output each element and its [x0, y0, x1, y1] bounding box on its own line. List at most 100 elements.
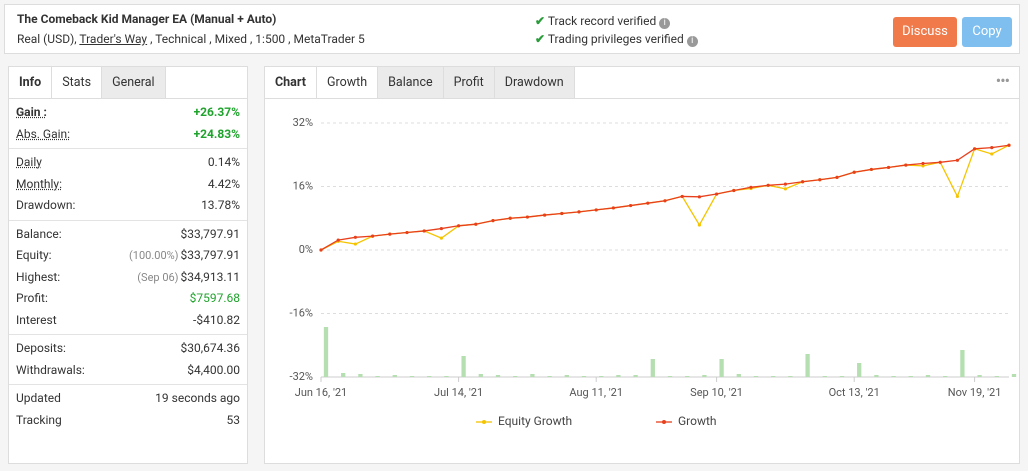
volume-bar — [564, 375, 569, 377]
stat-label: Highest: — [16, 269, 61, 284]
volume-bar — [719, 359, 724, 377]
stat-value-wrap: $33,797.91 — [181, 224, 240, 246]
stat-label: Profit: — [16, 291, 48, 305]
tab[interactable]: Stats — [52, 67, 103, 98]
tab[interactable]: Drawdown — [494, 67, 575, 98]
series-point — [353, 242, 357, 246]
stat-value: +26.37% — [193, 105, 240, 119]
x-tick-label: Aug 11, '21 — [569, 386, 623, 399]
stats-row: Monthly: 4.42% — [9, 174, 247, 196]
stat-value: $33,797.91 — [180, 226, 240, 241]
volume-bar — [925, 375, 931, 377]
series-point — [543, 213, 547, 217]
series-point — [646, 201, 650, 205]
menu-dots[interactable]: ••• — [995, 71, 1010, 90]
volume-bar — [857, 363, 862, 377]
tab[interactable]: Balance — [378, 67, 444, 98]
stats-row: Highest: (Sep 06) $34,913.11 — [9, 267, 247, 289]
x-tick-label: Oct 13, '21 — [829, 386, 880, 399]
stat-label: Deposits: — [16, 341, 66, 355]
broker[interactable]: Trader's Way — [79, 32, 148, 46]
volume-bar — [341, 373, 346, 377]
series-point — [955, 194, 960, 199]
stat-value-wrap: (Sep 06) $34,913.11 — [137, 267, 240, 289]
tab[interactable]: General — [102, 67, 166, 98]
series-point — [749, 185, 753, 189]
stats-row: Updated 19 seconds ago — [9, 388, 247, 410]
stats-section: Balance: $33,797.91 Equity: (100.00%) $33,79… — [9, 221, 247, 335]
series-point — [852, 170, 856, 174]
series-point — [457, 224, 461, 228]
volume-bar — [530, 374, 535, 377]
legend-dot — [482, 420, 486, 424]
volume-bar — [427, 376, 432, 377]
volume-bar — [702, 375, 707, 377]
stat-value-wrap: 19 seconds ago — [155, 388, 240, 410]
x-tick-label: Jun 16, '21 — [295, 386, 347, 399]
volume-bar — [392, 375, 397, 377]
copy-button[interactable]: Copy — [962, 17, 1012, 47]
stat-value-wrap: -$410.82 — [193, 310, 240, 332]
tab[interactable]: Profit — [443, 67, 495, 98]
details: , Technical , Mixed , 1:500 , MetaTrader… — [150, 32, 365, 46]
volume-bar — [908, 376, 913, 377]
volume-bar — [358, 374, 363, 377]
stat-note: (100.00%) — [129, 249, 179, 262]
stats-row: Profit: $7597.68 — [9, 288, 247, 310]
series-point — [371, 234, 375, 238]
series-point — [921, 161, 925, 166]
stats-row: Interest -$410.82 — [9, 310, 247, 332]
volume-bar — [323, 327, 329, 377]
series-point — [439, 226, 443, 231]
series-point — [525, 215, 529, 219]
stats-rows: Gain : +26.37% Abs. Gain: +24.83% Daily 0.14%… — [9, 99, 247, 434]
series-point — [697, 195, 701, 199]
stat-label: Balance: — [16, 226, 62, 241]
volume-bar — [771, 376, 776, 377]
title: The Comeback Kid Manager EA (Manual + Au… — [17, 12, 277, 26]
stat-value: -$410.82 — [193, 312, 240, 327]
stat-value: +24.83% — [193, 126, 240, 141]
volume-bar — [581, 376, 587, 377]
series-point — [990, 152, 994, 156]
volume-bar — [1011, 374, 1017, 377]
y-tick-label: 32% — [293, 116, 313, 129]
tab[interactable]: Info — [9, 67, 53, 98]
tab[interactable]: Chart — [265, 67, 317, 98]
volume-bar — [650, 359, 655, 377]
series-point — [921, 164, 925, 168]
verified-item: ✔ Trading privileges verified i — [535, 30, 698, 48]
volume-bar — [839, 376, 845, 377]
series-point — [783, 187, 788, 191]
stat-value-wrap: 53 — [227, 410, 241, 432]
tab[interactable]: Growth — [316, 67, 379, 98]
volume-bar — [495, 375, 501, 377]
discuss-button[interactable]: Discuss — [893, 17, 957, 47]
stat-value: 13.78% — [201, 198, 240, 212]
volume-bar — [444, 376, 449, 377]
volume-bar — [805, 354, 810, 377]
stat-label: Abs. Gain: — [16, 126, 71, 141]
volume-bar — [478, 374, 483, 377]
stat-value: 0.14% — [207, 155, 240, 169]
stat-value: $34,913.11 — [180, 269, 240, 284]
stats-panel: Info Stats General Gain : +26.37% Abs. Gain:… — [8, 66, 248, 464]
stat-note: (Sep 06) — [137, 270, 179, 284]
stat-label: Tracking — [16, 412, 62, 427]
series-point — [577, 210, 581, 214]
series-point — [887, 165, 891, 170]
series-point — [680, 194, 684, 199]
series-point — [422, 229, 426, 233]
x-tick-label: Sep 10, '21 — [690, 386, 743, 399]
volume-bar — [667, 376, 673, 377]
stat-value: 53 — [226, 412, 241, 427]
series-point — [818, 178, 822, 182]
volume-bar — [409, 376, 415, 377]
stats-row: Tracking 53 — [9, 410, 247, 432]
series-point — [319, 248, 323, 252]
stat-value-wrap: +24.83% — [194, 124, 240, 146]
stat-value-wrap: +26.37% — [194, 102, 240, 124]
stat-label: Equity: — [16, 248, 52, 262]
stat-label: Drawdown: — [16, 198, 76, 212]
volume-bar — [943, 376, 948, 377]
